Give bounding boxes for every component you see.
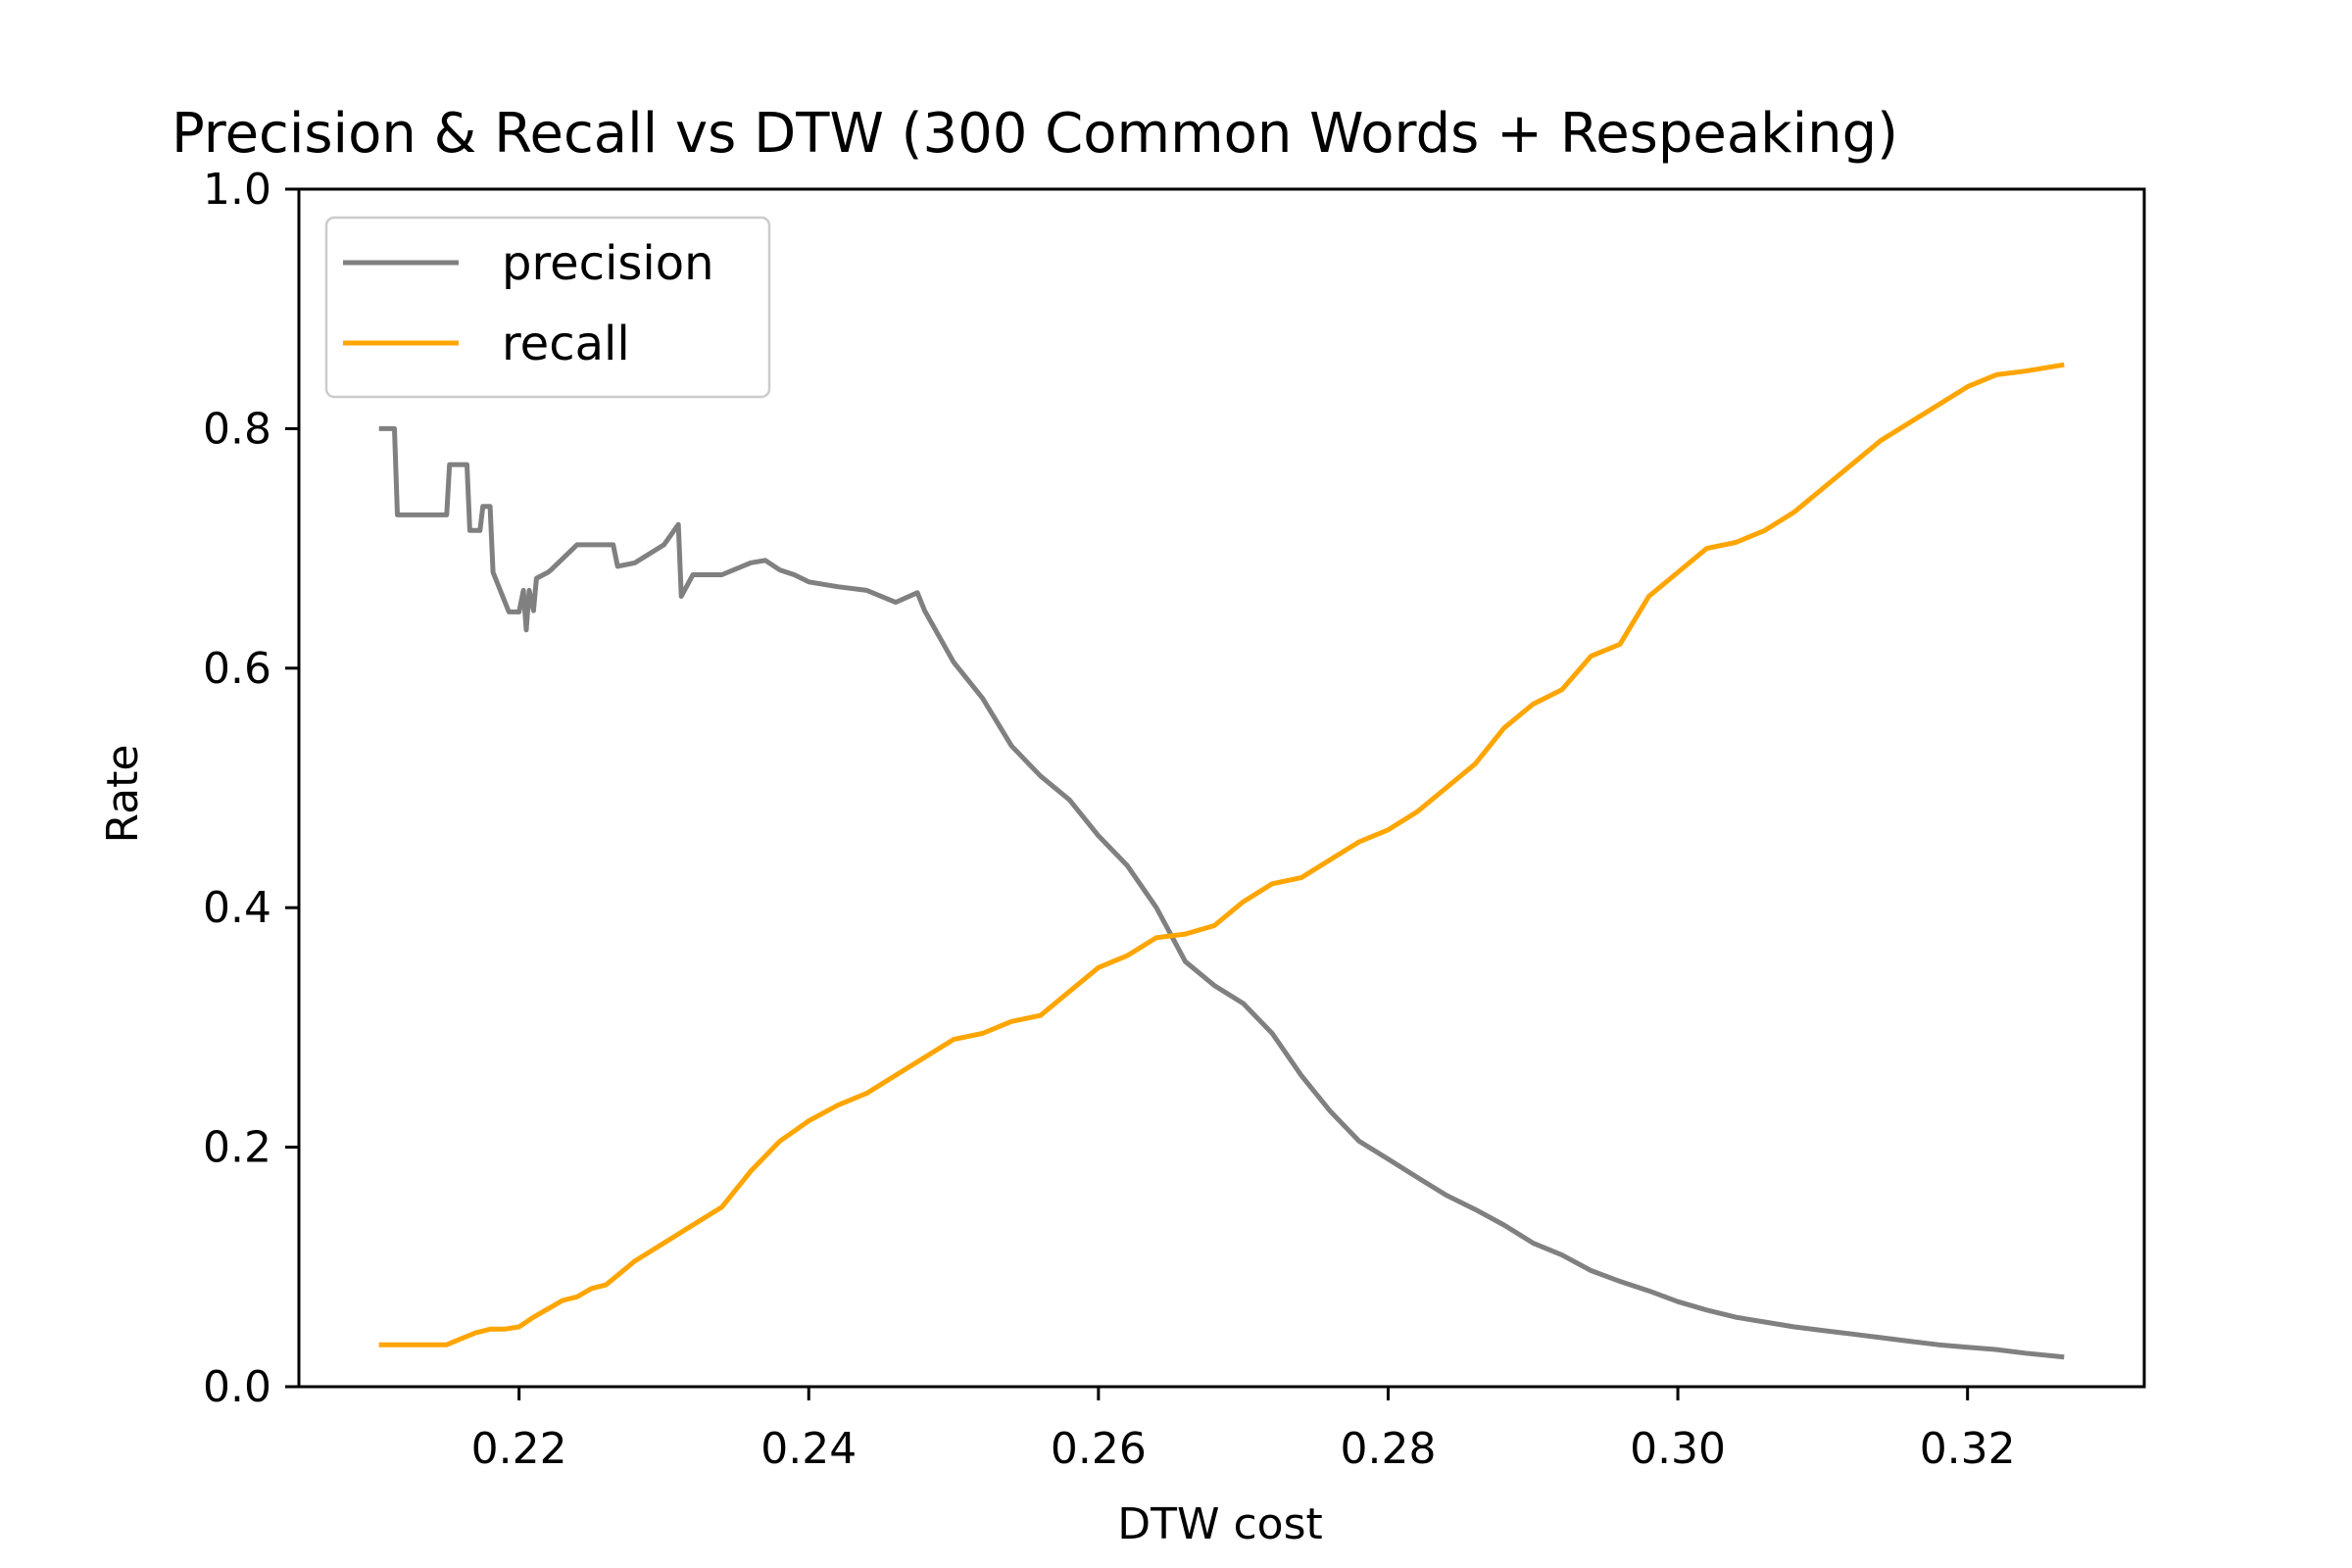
x-axis-label: DTW cost <box>1117 1499 1323 1549</box>
x-tick-label: 0.26 <box>1051 1424 1147 1474</box>
legend-label-recall: recall <box>502 317 630 371</box>
legend: precision recall <box>324 216 771 399</box>
y-tick-label: 0.0 <box>203 1362 271 1412</box>
series-layer <box>378 362 2065 1360</box>
series-line-recall <box>378 362 2065 1348</box>
x-tick-label: 0.22 <box>471 1424 567 1474</box>
y-tick-label: 1.0 <box>203 165 271 215</box>
y-axis: 0.0 0.2 0.4 0.6 0.8 1.0 <box>203 165 299 1412</box>
x-tick-label: 0.24 <box>760 1424 857 1474</box>
x-tick-label: 0.28 <box>1340 1424 1436 1474</box>
y-tick-label: 0.6 <box>203 644 271 694</box>
x-axis: 0.22 0.24 0.26 0.28 0.30 0.32 <box>471 1387 2016 1474</box>
y-tick-label: 0.2 <box>203 1123 271 1173</box>
chart-title: Precision & Recall vs DTW (300 Common Wo… <box>172 102 1898 166</box>
x-tick-label: 0.30 <box>1630 1424 1726 1474</box>
x-tick-label: 0.32 <box>1920 1424 2016 1474</box>
y-axis-label: Rate <box>98 745 148 844</box>
series-line-precision <box>378 425 2065 1360</box>
plot-frame <box>297 187 2146 1389</box>
legend-label-precision: precision <box>502 236 714 291</box>
y-tick-label: 0.4 <box>203 883 271 933</box>
y-tick-label: 0.8 <box>203 404 271 454</box>
